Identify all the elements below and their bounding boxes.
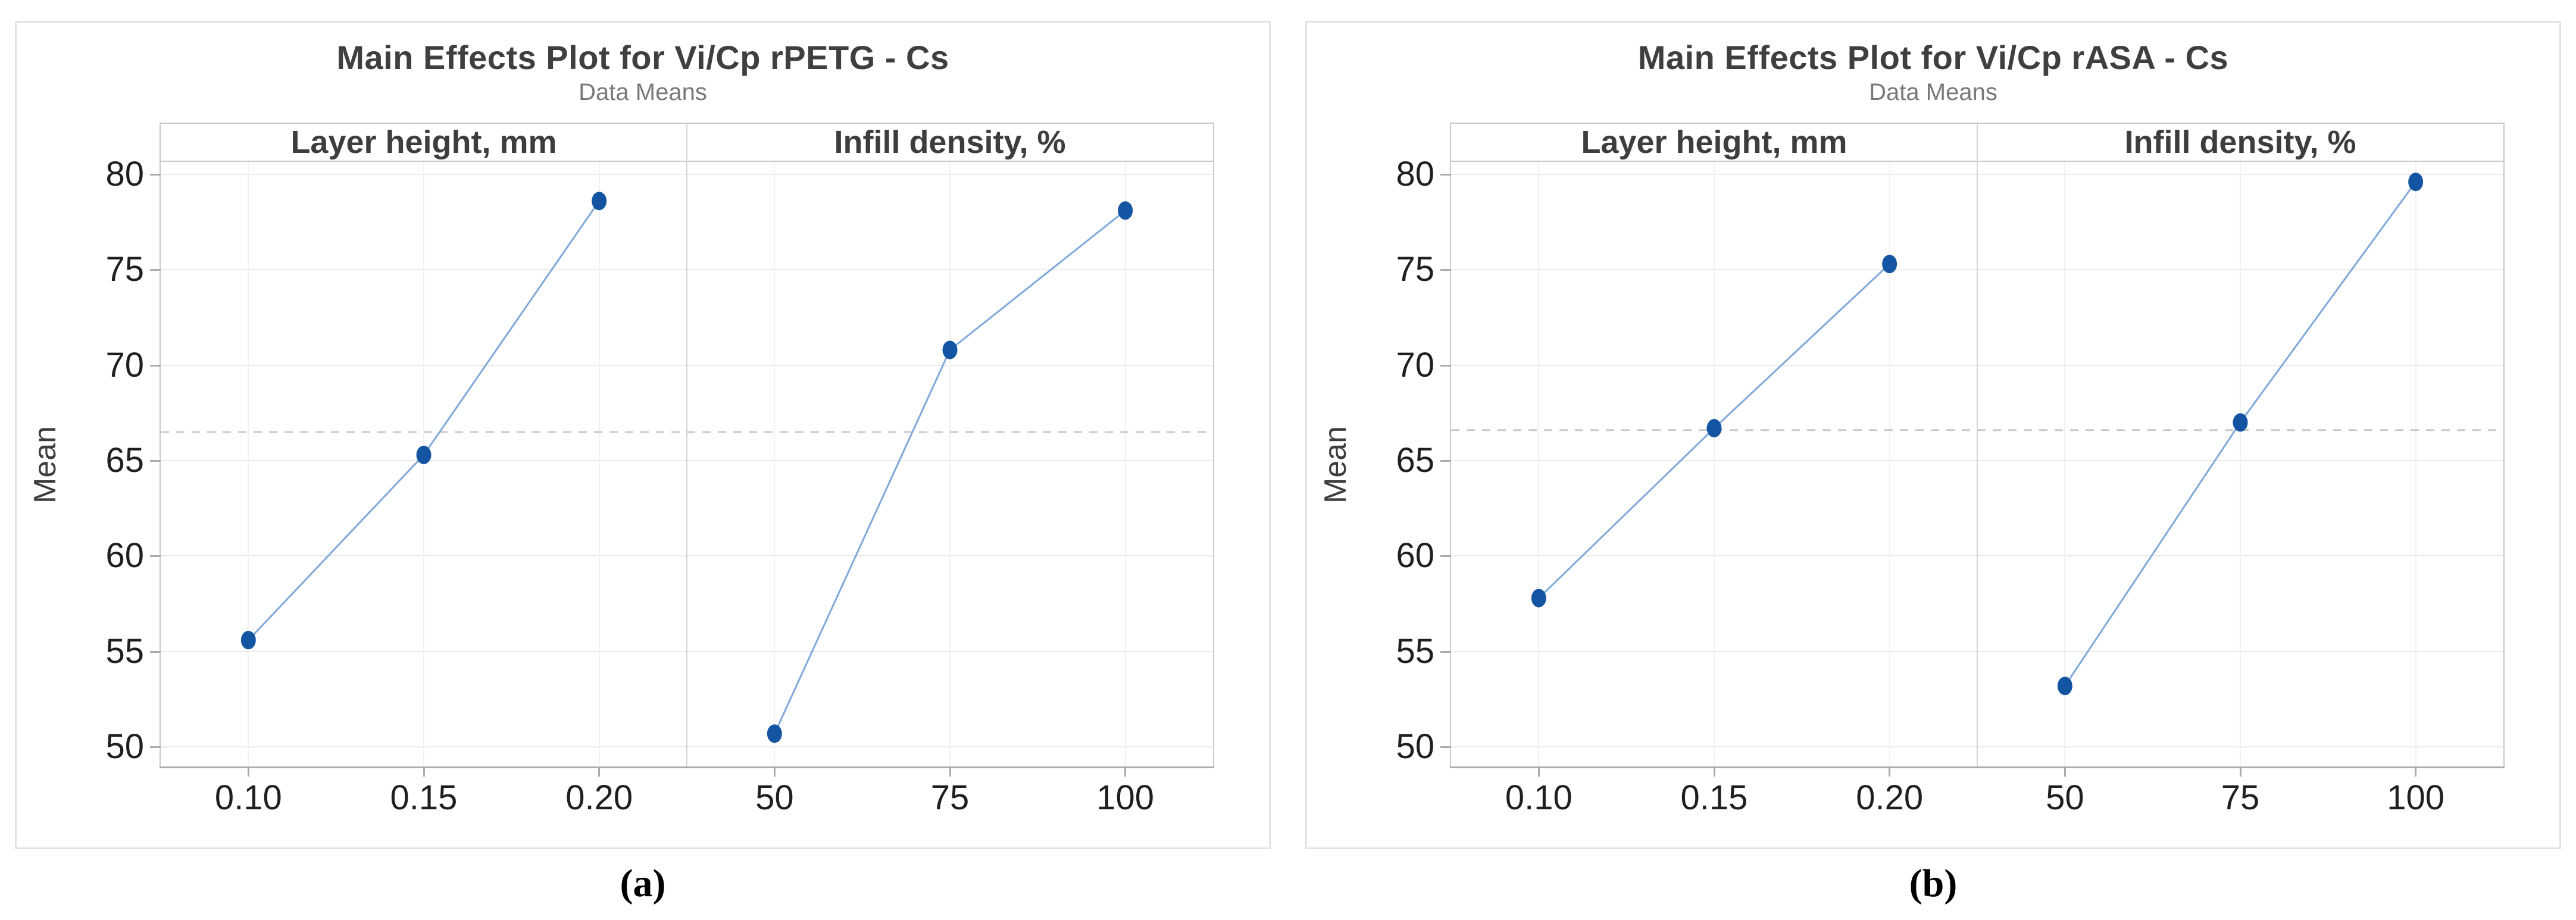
- plot-frame: 80 75 70 65 60 55 50 Layer height, mm 0.10 0.15 0.…: [1396, 123, 2505, 817]
- x-tick-mark: [598, 767, 601, 777]
- y-tick-mark: [1440, 746, 1451, 749]
- x-tick-label: 0.10: [1505, 778, 1573, 817]
- y-tick-label: 50: [1396, 727, 1434, 766]
- y-tick-label: 75: [105, 250, 144, 289]
- panel-header: Layer height, mm: [1451, 124, 1977, 162]
- figure-caption-b: (b): [1909, 862, 1958, 905]
- main-effects-chart-a: Main Effects Plot for Vi/Cp rPETG - Cs D…: [15, 21, 1271, 849]
- x-tick-label: 50: [755, 778, 794, 817]
- y-tick-mark: [150, 555, 161, 558]
- x-gridline: [774, 162, 776, 767]
- figure-a-column: Main Effects Plot for Vi/Cp rPETG - Cs D…: [15, 21, 1271, 920]
- panel-header: Infill density, %: [1977, 124, 2503, 162]
- y-tick-mark: [150, 650, 161, 653]
- figure-caption-a: (a): [620, 862, 666, 905]
- panel-header: Infill density, %: [687, 124, 1213, 162]
- y-tick-label: 75: [1396, 250, 1434, 289]
- x-tick-label: 50: [2046, 778, 2084, 817]
- y-tick-label: 60: [105, 536, 144, 575]
- x-tick-label: 0.10: [214, 778, 282, 817]
- chart-title: Main Effects Plot for Vi/Cp rPETG - Cs: [336, 39, 949, 76]
- x-gridline: [2064, 162, 2066, 767]
- x-gridline: [1714, 162, 1715, 767]
- x-gridline: [1889, 162, 1890, 767]
- y-tick-label: 55: [1396, 631, 1434, 671]
- x-tick-mark: [2064, 767, 2066, 777]
- y-tick-label: 60: [1396, 536, 1434, 575]
- y-tick-mark: [150, 364, 161, 367]
- x-gridline: [248, 162, 249, 767]
- x-tick-mark: [1713, 767, 1715, 777]
- x-tick-mark: [247, 767, 249, 777]
- x-tick-mark: [1537, 767, 1540, 777]
- x-axis-line: [160, 766, 1214, 768]
- y-tick-mark: [1440, 173, 1451, 176]
- figure-b-column: Main Effects Plot for Vi/Cp rASA - Cs Da…: [1305, 21, 2561, 920]
- x-gridline: [598, 162, 600, 767]
- x-axis-line: [1450, 766, 2505, 768]
- x-gridline: [949, 162, 951, 767]
- chart-subtitle: Data Means: [579, 79, 707, 105]
- x-gridline: [1124, 162, 1126, 767]
- x-tick-label: 100: [2387, 778, 2445, 817]
- x-gridline: [2415, 162, 2416, 767]
- y-tick-label: 80: [105, 154, 144, 193]
- x-tick-mark: [2415, 767, 2417, 777]
- x-tick-mark: [423, 767, 425, 777]
- x-tick-label: 75: [2221, 778, 2260, 817]
- main-effects-chart-b: Main Effects Plot for Vi/Cp rASA - Cs Da…: [1305, 21, 2561, 849]
- x-tick-mark: [773, 767, 776, 777]
- y-tick-mark: [150, 173, 161, 176]
- y-tick-label: 80: [1396, 154, 1434, 193]
- panel-header-label: Infill density, %: [2124, 124, 2356, 160]
- panel-header-label: Infill density, %: [834, 124, 1066, 160]
- x-tick-mark: [1124, 767, 1127, 777]
- x-gridline: [423, 162, 424, 767]
- x-tick-label: 100: [1096, 778, 1155, 817]
- panel-divider: [686, 124, 687, 767]
- chart-title: Main Effects Plot for Vi/Cp rASA - Cs: [1637, 39, 2229, 76]
- y-tick-label: 55: [105, 631, 144, 671]
- panel-header-label: Layer height, mm: [1581, 124, 1847, 160]
- chart-subtitle: Data Means: [1869, 79, 1997, 105]
- y-tick-label: 70: [1396, 345, 1434, 384]
- panel-divider: [1977, 124, 1978, 767]
- y-tick-label: 65: [105, 441, 144, 480]
- y-tick-mark: [1440, 364, 1451, 367]
- x-tick-label: 0.15: [390, 778, 458, 817]
- x-gridline: [1538, 162, 1540, 767]
- y-tick-label: 50: [105, 727, 144, 766]
- y-tick-label: 70: [105, 345, 144, 384]
- plot-frame: 80 75 70 65 60 55 50 Layer height, mm 0.10 0.15 0.…: [105, 123, 1214, 817]
- y-tick-mark: [150, 746, 161, 749]
- panel-header-label: Layer height, mm: [290, 124, 557, 160]
- y-tick-mark: [1440, 269, 1451, 271]
- y-tick-mark: [150, 269, 161, 271]
- x-tick-mark: [1889, 767, 1891, 777]
- x-tick-mark: [949, 767, 951, 777]
- x-tick-label: 0.20: [1856, 778, 1924, 817]
- y-tick-label: 65: [1396, 441, 1434, 480]
- x-tick-mark: [2239, 767, 2242, 777]
- y-tick-mark: [1440, 650, 1451, 653]
- y-tick-mark: [150, 460, 161, 462]
- x-tick-label: 0.20: [565, 778, 633, 817]
- panel-header: Layer height, mm: [161, 124, 687, 162]
- x-tick-label: 0.15: [1680, 778, 1748, 817]
- y-tick-mark: [1440, 555, 1451, 558]
- y-tick-mark: [1440, 460, 1451, 462]
- x-gridline: [2240, 162, 2241, 767]
- x-tick-label: 75: [930, 778, 970, 817]
